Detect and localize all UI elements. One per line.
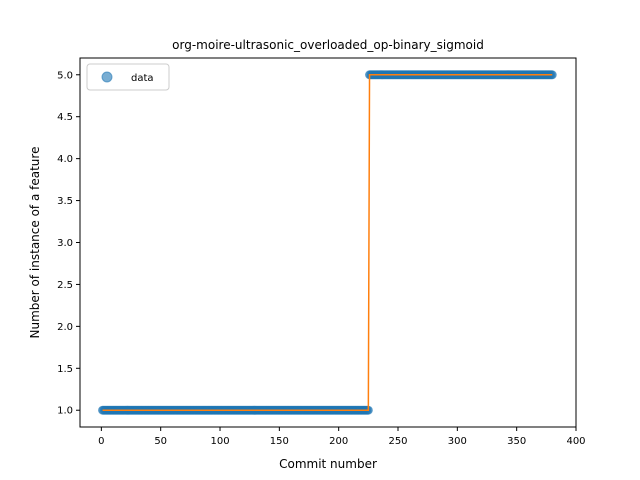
y-axis-ticks: 1.0 1.5 2.0 2.5 3.0 3.5 4.0 4.5 5.0 (57, 70, 80, 417)
y-tick-label: 2.0 (57, 322, 73, 333)
y-tick-label: 3.0 (57, 238, 73, 249)
y-tick-label: 3.5 (57, 196, 73, 207)
x-tick-label: 0 (98, 436, 104, 447)
y-tick-label: 1.5 (57, 364, 73, 375)
x-tick-label: 150 (270, 436, 289, 447)
x-tick-label: 250 (388, 436, 407, 447)
y-tick-label: 2.5 (57, 280, 73, 291)
plot-area (80, 58, 576, 427)
legend: data (86, 63, 170, 91)
legend-label-data: data (131, 73, 154, 84)
x-tick-label: 400 (566, 436, 585, 447)
legend-marker-data (101, 71, 113, 83)
y-axis-title: Number of instance of a feature (28, 147, 42, 339)
x-axis-title: Commit number (279, 457, 377, 471)
data-layer (98, 70, 557, 415)
x-tick-label: 200 (329, 436, 348, 447)
y-tick-label: 4.0 (57, 154, 73, 165)
x-tick-label: 300 (448, 436, 467, 447)
legend-box (86, 63, 170, 91)
y-tick-label: 5.0 (57, 70, 73, 81)
x-tick-label: 50 (154, 436, 167, 447)
y-tick-label: 4.5 (57, 112, 73, 123)
trend-line (102, 74, 553, 411)
y-tick-label: 1.0 (57, 406, 73, 417)
x-axis-ticks: 0 50 100 150 200 250 300 350 400 (98, 427, 586, 447)
chart-title: org-moire-ultrasonic_overloaded_op-binar… (172, 38, 484, 52)
x-tick-label: 100 (210, 436, 229, 447)
x-tick-label: 350 (507, 436, 526, 447)
